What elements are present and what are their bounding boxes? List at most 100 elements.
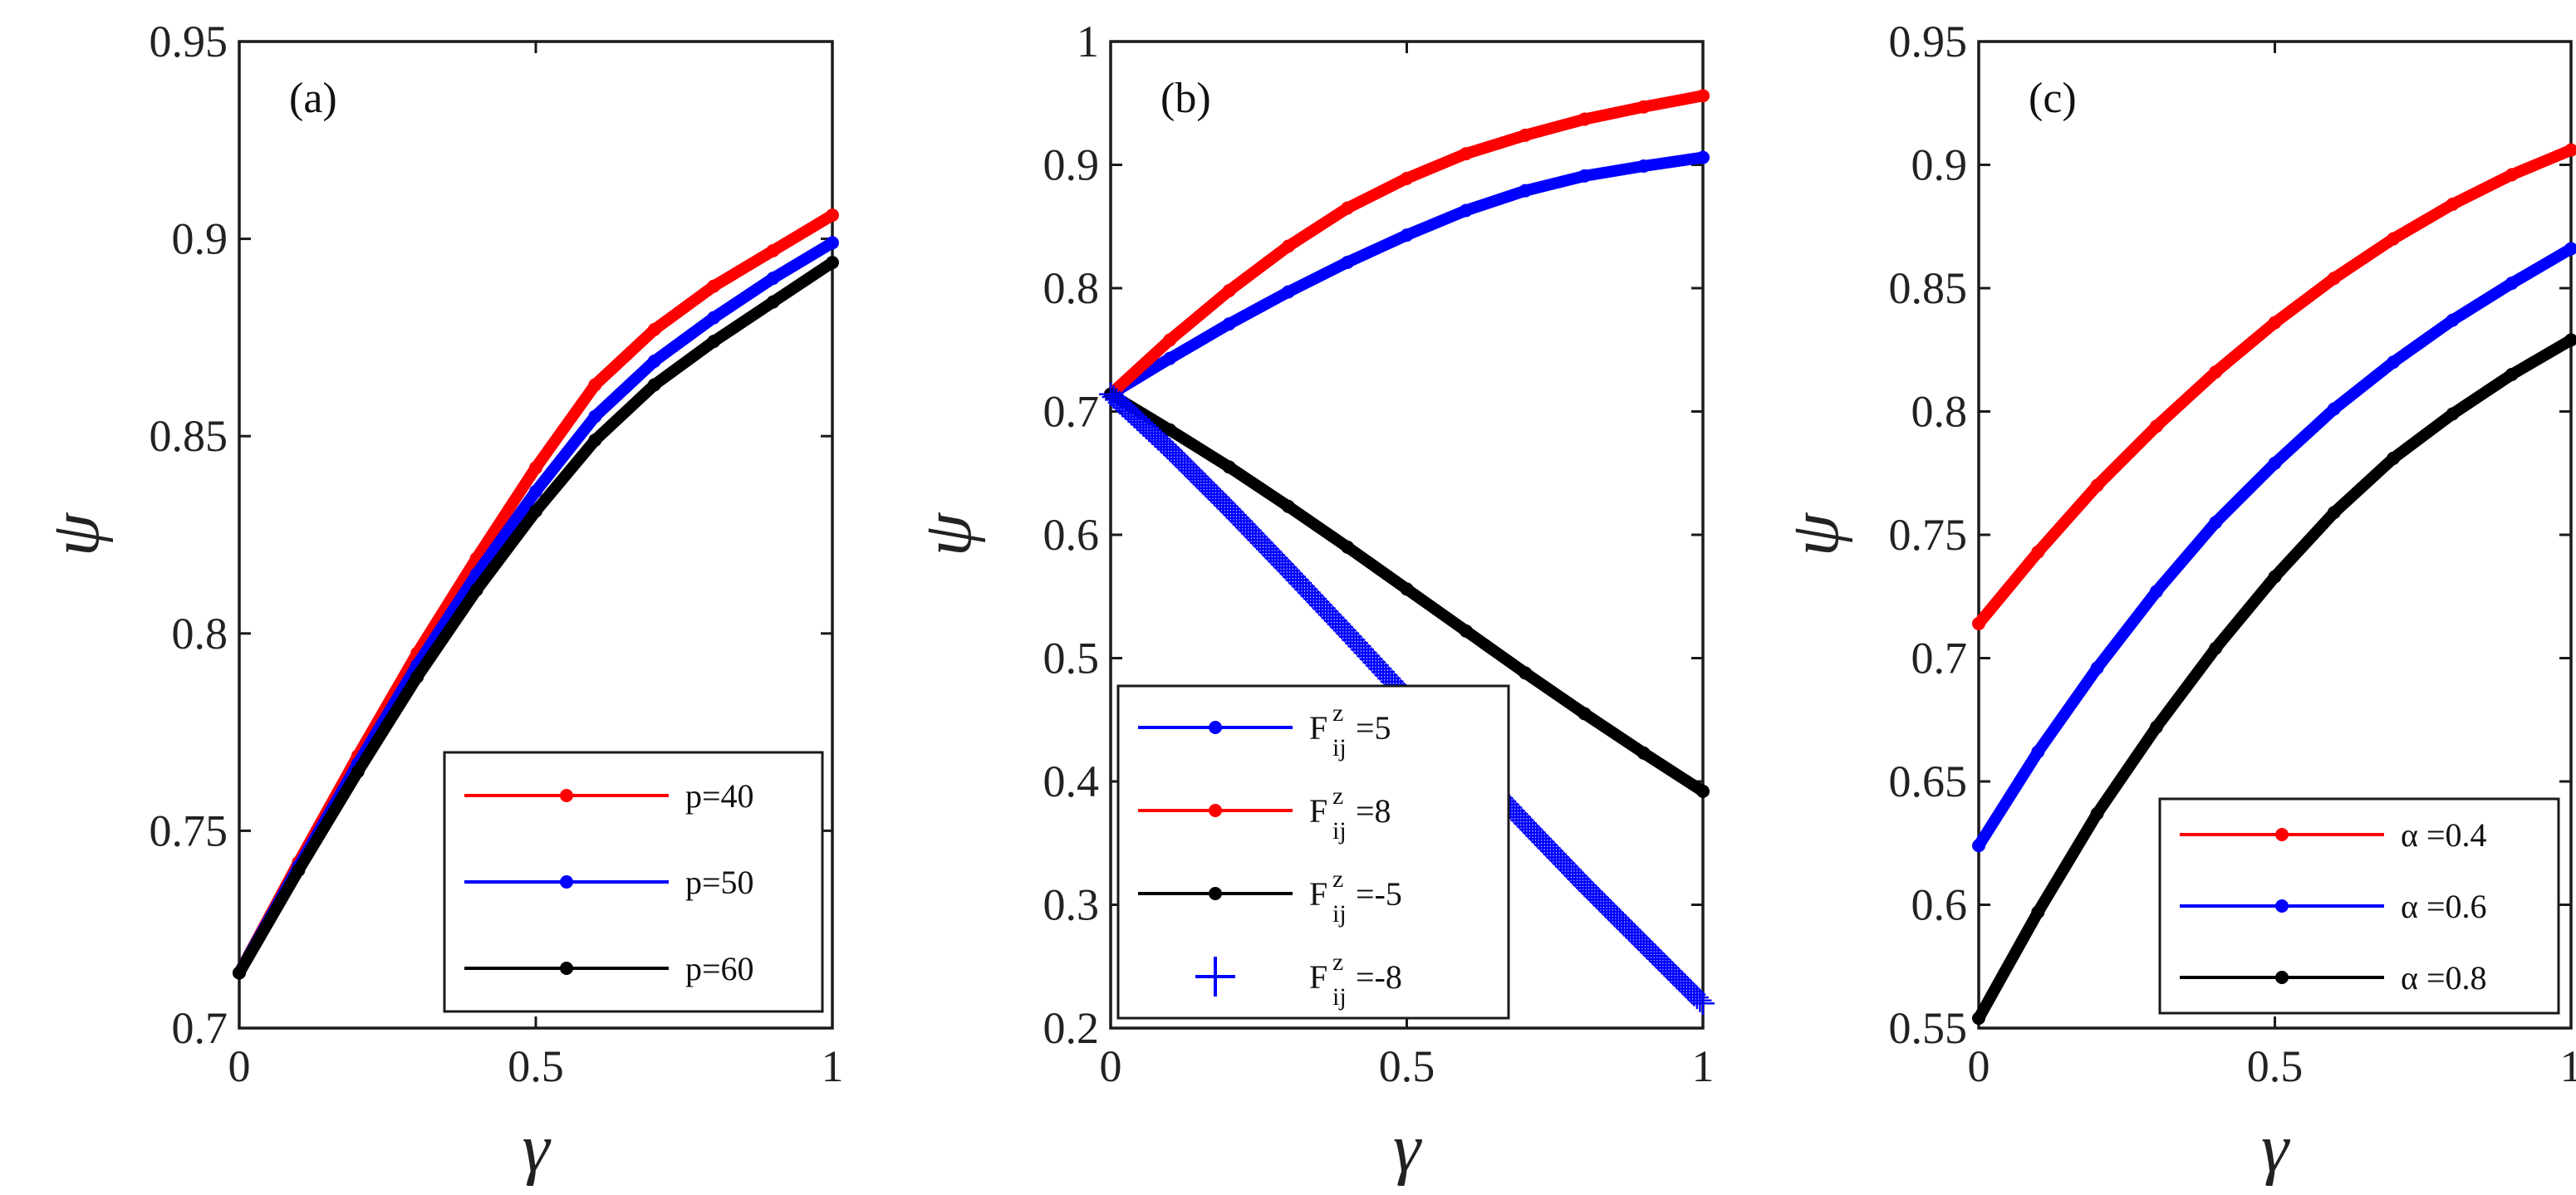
data-point [2268, 316, 2282, 330]
data-marker-plus [1317, 603, 1342, 627]
y-tick-label: 0.9 [172, 214, 228, 264]
series-line [1973, 144, 2576, 629]
data-marker-plus [1599, 899, 1623, 923]
data-marker-plus [1202, 482, 1226, 506]
data-marker-plus [1247, 527, 1271, 551]
y-tick-label: 0.95 [1889, 17, 1968, 66]
data-marker-plus [1344, 631, 1368, 655]
data-point [1222, 283, 1236, 297]
data-marker-plus [1338, 624, 1362, 649]
data-marker-plus [1336, 621, 1360, 645]
data-marker-plus [1602, 903, 1627, 927]
data-point [1972, 839, 1985, 853]
data-point [1519, 128, 1533, 142]
x-tick-label: 0.5 [508, 1041, 564, 1091]
data-marker-plus [1578, 879, 1602, 903]
data-marker-plus [1631, 933, 1656, 957]
data-marker-plus [1309, 593, 1333, 617]
data-marker-plus [1646, 947, 1671, 971]
data-point [1341, 201, 1355, 215]
data-marker-plus [1519, 817, 1543, 841]
data-point [1400, 171, 1414, 185]
data-marker-plus [1374, 663, 1398, 687]
legend-label-value: =5 [1356, 709, 1391, 747]
data-point [766, 243, 780, 257]
legend-label: p=60 [685, 950, 754, 987]
data-marker-plus [1507, 805, 1531, 829]
data-point [2387, 355, 2401, 370]
data-marker-plus [1593, 894, 1617, 918]
data-point [351, 765, 365, 779]
data-point [2564, 143, 2576, 157]
data-marker-plus [1368, 657, 1392, 681]
y-tick-label: 0.95 [150, 17, 228, 66]
legend-label-sup: z [1332, 865, 1343, 893]
data-marker-plus [1194, 473, 1218, 497]
y-tick-label: 0.7 [172, 1003, 228, 1053]
legend-item-2: p=50 [464, 864, 754, 901]
data-marker-plus [1573, 873, 1597, 897]
legend-label-sub: ij [1332, 734, 1347, 762]
y-tick-label: 0.9 [1911, 140, 1968, 190]
data-marker-plus [1294, 577, 1318, 601]
data-point [2149, 419, 2163, 433]
x-tick-label: 0 [1100, 1041, 1122, 1091]
data-point [2031, 905, 2045, 919]
data-point [2446, 313, 2460, 327]
data-marker-plus [1297, 580, 1321, 605]
data-point [1163, 423, 1177, 437]
data-point [826, 236, 839, 250]
data-marker-plus [1537, 836, 1561, 860]
data-marker-plus [1555, 855, 1579, 879]
data-point [647, 322, 661, 336]
data-point [2031, 545, 2045, 559]
series-2 [1972, 242, 2576, 853]
y-tick-label: 0.5 [1043, 634, 1100, 683]
data-marker-plus [1608, 908, 1632, 933]
data-point [2268, 456, 2282, 470]
data-marker-plus [1652, 953, 1676, 977]
data-point [529, 461, 542, 475]
data-marker-plus [1175, 455, 1200, 479]
data-point [2564, 242, 2576, 256]
legend-marker [1209, 804, 1222, 817]
x-axis-label: γ [522, 1109, 551, 1187]
data-marker-plus [1241, 522, 1265, 546]
data-point [1222, 317, 1236, 331]
y-tick-label: 0.6 [1043, 510, 1100, 560]
y-tick-label: 0.9 [1043, 140, 1100, 190]
data-marker-plus [1273, 556, 1298, 580]
data-point [1400, 582, 1414, 596]
y-tick-label: 0.2 [1043, 1003, 1100, 1053]
data-point [2149, 585, 2163, 599]
data-point [529, 504, 542, 518]
chart-panel-3: 0.55 0.6 0.65 0.7 0.75 0.8 0.85 0.9 0.95 0 0.5 1 γ ψ (… [1776, 17, 2576, 1187]
data-point [2505, 367, 2519, 381]
data-marker-plus [1671, 971, 1695, 995]
data-marker-plus [1685, 986, 1709, 1010]
data-point [2209, 516, 2223, 530]
data-marker-plus [1650, 950, 1674, 974]
data-marker-plus [1641, 941, 1665, 965]
legend-label: α =0.6 [2401, 888, 2487, 925]
y-tick-label: 0.8 [1911, 387, 1968, 437]
x-axis-label: γ [2261, 1109, 2290, 1187]
data-marker-plus [1643, 944, 1667, 968]
data-point [2031, 745, 2045, 759]
data-marker-plus [1661, 962, 1685, 986]
data-marker-plus [1531, 830, 1555, 854]
panel-tag: (b) [1160, 75, 1211, 122]
x-tick-label: 1 [822, 1041, 844, 1091]
data-marker-plus [1582, 882, 1606, 906]
data-marker-plus [1676, 977, 1700, 1001]
data-marker-plus [1342, 628, 1366, 652]
data-marker-plus [1620, 920, 1644, 944]
data-marker-plus [1262, 543, 1286, 567]
legend-label-main: F [1309, 709, 1327, 747]
data-marker-plus [1285, 568, 1309, 592]
data-marker-plus [1691, 992, 1715, 1016]
data-point [2327, 272, 2341, 286]
y-axis-label: ψ [37, 512, 114, 556]
